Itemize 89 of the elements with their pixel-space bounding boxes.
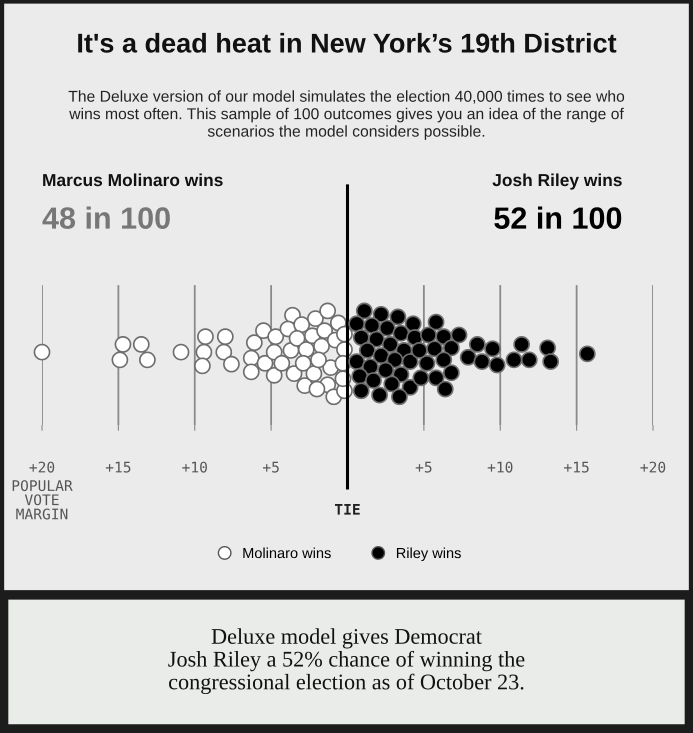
point bbox=[319, 302, 336, 320]
point bbox=[256, 354, 274, 372]
point bbox=[428, 314, 444, 330]
point bbox=[172, 344, 190, 361]
point bbox=[377, 362, 394, 379]
point bbox=[194, 357, 211, 374]
point bbox=[460, 348, 477, 366]
point bbox=[307, 310, 324, 328]
point bbox=[506, 351, 522, 368]
point bbox=[410, 342, 428, 359]
point bbox=[542, 353, 560, 370]
point bbox=[352, 329, 370, 346]
point bbox=[404, 315, 422, 332]
point bbox=[139, 351, 156, 368]
point bbox=[288, 330, 306, 347]
point bbox=[197, 328, 214, 346]
point bbox=[294, 354, 312, 372]
point bbox=[348, 315, 366, 332]
point bbox=[513, 336, 530, 353]
point bbox=[273, 354, 290, 372]
x-tick-label: +5 bbox=[262, 462, 279, 473]
point bbox=[442, 364, 460, 382]
point bbox=[34, 344, 50, 361]
point bbox=[420, 326, 437, 344]
point bbox=[267, 328, 284, 346]
text: 52 in 100 bbox=[494, 206, 622, 229]
point bbox=[365, 372, 382, 389]
x-tick-label: +15 bbox=[106, 462, 130, 473]
point bbox=[242, 364, 260, 380]
point bbox=[286, 365, 302, 382]
x-tick-label: +20 bbox=[29, 462, 54, 473]
point bbox=[488, 356, 506, 374]
legend-label: Riley wins bbox=[396, 547, 461, 562]
point bbox=[378, 320, 396, 336]
x-tick-label: +5 bbox=[416, 462, 432, 473]
point bbox=[112, 351, 128, 368]
point bbox=[392, 324, 410, 342]
point bbox=[316, 322, 333, 340]
point bbox=[196, 344, 212, 361]
point bbox=[539, 339, 556, 356]
point bbox=[352, 382, 370, 400]
point bbox=[474, 353, 490, 370]
point bbox=[372, 306, 390, 323]
point bbox=[246, 334, 263, 352]
point bbox=[391, 388, 408, 406]
text: Josh Riley wins bbox=[492, 173, 622, 190]
chart-subtitle: The Deluxe version of our model simulates the election 40,000 times to see who wins most often. This sample of 100 outcomes gives you an idea of the range of scenarios the model considers possible. bbox=[68, 90, 624, 140]
x-tick-label: +10 bbox=[182, 462, 207, 473]
text: Deluxe model gives Democrat Josh Riley a 52% chance of winning the congressional election as of October 23. bbox=[168, 628, 524, 694]
point bbox=[390, 308, 406, 326]
point bbox=[358, 342, 376, 359]
text: Marcus Molinaro wins bbox=[43, 173, 223, 186]
point bbox=[450, 326, 468, 344]
point bbox=[310, 351, 327, 368]
point bbox=[428, 370, 444, 386]
point bbox=[255, 322, 272, 340]
point bbox=[484, 340, 501, 358]
point bbox=[266, 366, 283, 384]
point bbox=[114, 336, 132, 353]
point bbox=[383, 376, 400, 392]
x-tick-label: +10 bbox=[488, 462, 512, 473]
point bbox=[468, 336, 486, 353]
point bbox=[426, 340, 443, 358]
point bbox=[215, 344, 232, 361]
point bbox=[402, 353, 419, 370]
point bbox=[578, 345, 596, 362]
point bbox=[436, 380, 454, 398]
point bbox=[306, 365, 322, 382]
point bbox=[435, 351, 452, 368]
point bbox=[308, 380, 326, 398]
ref-line-label: TIE bbox=[334, 504, 360, 515]
point bbox=[132, 336, 150, 353]
point bbox=[418, 354, 436, 372]
point bbox=[371, 386, 388, 404]
point bbox=[216, 328, 234, 346]
point bbox=[348, 353, 366, 370]
legend-label: Molinaro wins bbox=[243, 547, 331, 558]
point bbox=[520, 351, 538, 368]
chart-title: It's a dead heat in New York’s 19th District bbox=[78, 32, 616, 53]
point bbox=[223, 356, 240, 373]
point bbox=[364, 317, 380, 334]
point bbox=[356, 302, 373, 320]
point bbox=[412, 370, 430, 386]
point bbox=[266, 344, 283, 361]
x-tick-label: +20 bbox=[640, 462, 666, 473]
point bbox=[382, 336, 399, 353]
x-axis-title: POPULAR VOTE MARGIN bbox=[12, 480, 73, 520]
text: 48 in 100 bbox=[42, 206, 170, 229]
x-tick-label: +15 bbox=[564, 462, 589, 473]
